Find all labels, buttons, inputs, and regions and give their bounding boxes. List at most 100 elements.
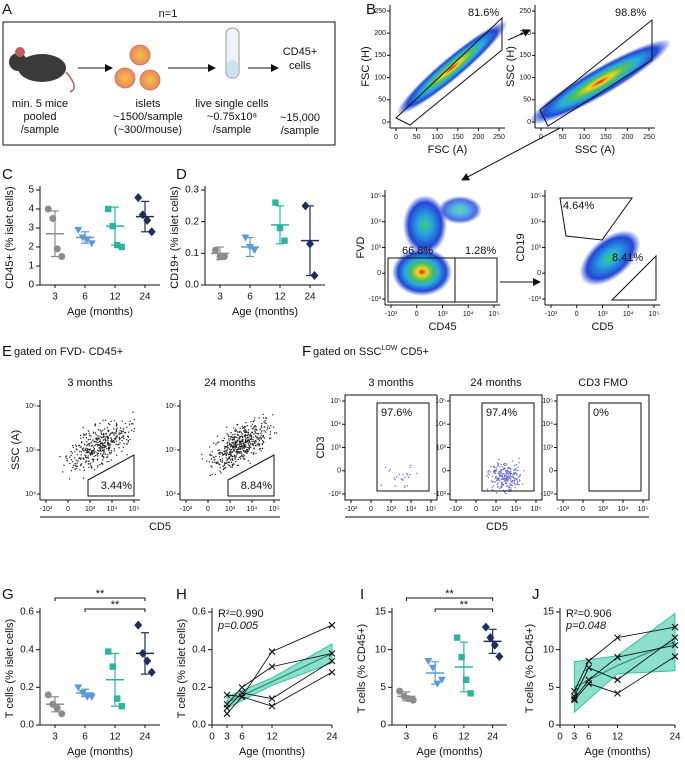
event-dot bbox=[244, 435, 246, 437]
event-dot bbox=[86, 449, 89, 451]
data-point bbox=[114, 241, 121, 249]
event-dot bbox=[239, 435, 241, 437]
data-point bbox=[109, 663, 116, 670]
event-dot bbox=[118, 432, 121, 434]
event-dot bbox=[90, 451, 93, 453]
y-tick-label: 10⁴ bbox=[330, 421, 341, 428]
event-dot bbox=[92, 446, 95, 448]
x-tick-label: 0 bbox=[206, 506, 210, 513]
data-point bbox=[118, 243, 125, 251]
data-point bbox=[306, 239, 314, 249]
data-point bbox=[238, 683, 246, 691]
event-dot bbox=[72, 461, 74, 463]
panel-letter: I bbox=[360, 586, 364, 603]
event-dot bbox=[102, 453, 105, 455]
event-dot bbox=[517, 469, 519, 472]
animal-line bbox=[574, 656, 676, 701]
event-dot bbox=[224, 445, 226, 448]
event-dot bbox=[243, 430, 245, 432]
data-point bbox=[276, 224, 284, 232]
event-dot bbox=[102, 463, 104, 465]
title-part: LOW bbox=[382, 345, 398, 352]
event-dot bbox=[498, 463, 500, 465]
event-dot bbox=[246, 431, 248, 433]
density bbox=[403, 195, 447, 255]
confidence-band bbox=[226, 643, 333, 709]
y-tick-label: 10⁵ bbox=[530, 193, 541, 200]
event-dot bbox=[255, 432, 257, 435]
mouse-body bbox=[18, 54, 66, 82]
schematic-box bbox=[2, 21, 336, 146]
event-dot bbox=[104, 437, 107, 439]
density bbox=[579, 230, 641, 286]
density bbox=[392, 248, 452, 296]
gate bbox=[227, 454, 275, 497]
event-dot bbox=[122, 446, 125, 448]
x-tick-label: 200 bbox=[622, 134, 634, 141]
event-dot bbox=[488, 469, 490, 471]
step-text: ~1500/sample bbox=[113, 111, 182, 123]
x-tick-label: 0 bbox=[415, 311, 419, 318]
event-dot bbox=[212, 456, 214, 458]
event-dot bbox=[94, 441, 97, 443]
event-dot bbox=[241, 437, 244, 439]
event-dot bbox=[247, 442, 249, 444]
event-dot bbox=[99, 463, 101, 466]
event-dot bbox=[232, 441, 235, 443]
event-dot bbox=[79, 457, 81, 459]
event-dot bbox=[241, 454, 243, 456]
event-dot bbox=[214, 459, 216, 461]
y-tick-label: 0.2 bbox=[185, 216, 199, 227]
event-dot bbox=[80, 464, 82, 467]
event-dot bbox=[235, 430, 237, 433]
y-axis-label: SSC (A) bbox=[10, 430, 22, 470]
event-dot bbox=[227, 458, 229, 460]
x-axis-label: Age (months) bbox=[416, 746, 482, 758]
event-dot bbox=[515, 467, 517, 470]
event-dot bbox=[71, 452, 74, 454]
event-dot bbox=[513, 481, 516, 483]
y-tick-label: 0 bbox=[442, 468, 446, 475]
event-dot bbox=[214, 461, 216, 463]
tube-liquid bbox=[227, 60, 238, 77]
event-dot bbox=[127, 431, 130, 433]
x-tick-label: 10⁴ bbox=[463, 311, 474, 318]
event-dot bbox=[406, 472, 408, 475]
x-tick-label: 10⁴ bbox=[107, 506, 118, 513]
x-tick-label: 10⁴ bbox=[511, 506, 522, 513]
event-dot bbox=[215, 455, 217, 458]
event-dot bbox=[75, 465, 77, 468]
event-dot bbox=[244, 441, 247, 443]
event-dot bbox=[218, 456, 221, 458]
event-dot bbox=[250, 438, 252, 440]
event-dot bbox=[241, 433, 243, 435]
event-dot bbox=[123, 437, 125, 440]
y-tick-label: 10³ bbox=[371, 244, 382, 251]
event-dot bbox=[99, 429, 101, 431]
x-tick-label: 10³ bbox=[437, 311, 448, 318]
event-dot bbox=[127, 440, 130, 442]
data-point bbox=[58, 710, 66, 718]
event-dot bbox=[105, 446, 107, 448]
event-dot bbox=[74, 464, 77, 466]
x-tick-label: 24 bbox=[304, 292, 316, 303]
event-dot bbox=[515, 464, 518, 466]
title-part: gated on SSC bbox=[313, 346, 382, 358]
event-dot bbox=[259, 428, 261, 431]
event-dot bbox=[234, 447, 236, 449]
gate bbox=[395, 16, 503, 126]
data-point bbox=[238, 693, 246, 701]
event-dot bbox=[513, 464, 516, 467]
data-point bbox=[301, 201, 310, 211]
gate bbox=[481, 402, 535, 492]
event-dot bbox=[237, 437, 239, 439]
data-point bbox=[671, 641, 679, 649]
y-tick-label: 10⁵ bbox=[330, 398, 341, 405]
step-text: /sample bbox=[213, 124, 252, 136]
event-dot bbox=[256, 444, 258, 446]
event-dot bbox=[101, 433, 103, 436]
event-dot bbox=[496, 479, 498, 482]
event-dot bbox=[227, 434, 229, 436]
event-dot bbox=[93, 448, 96, 450]
event-dot bbox=[499, 466, 501, 468]
